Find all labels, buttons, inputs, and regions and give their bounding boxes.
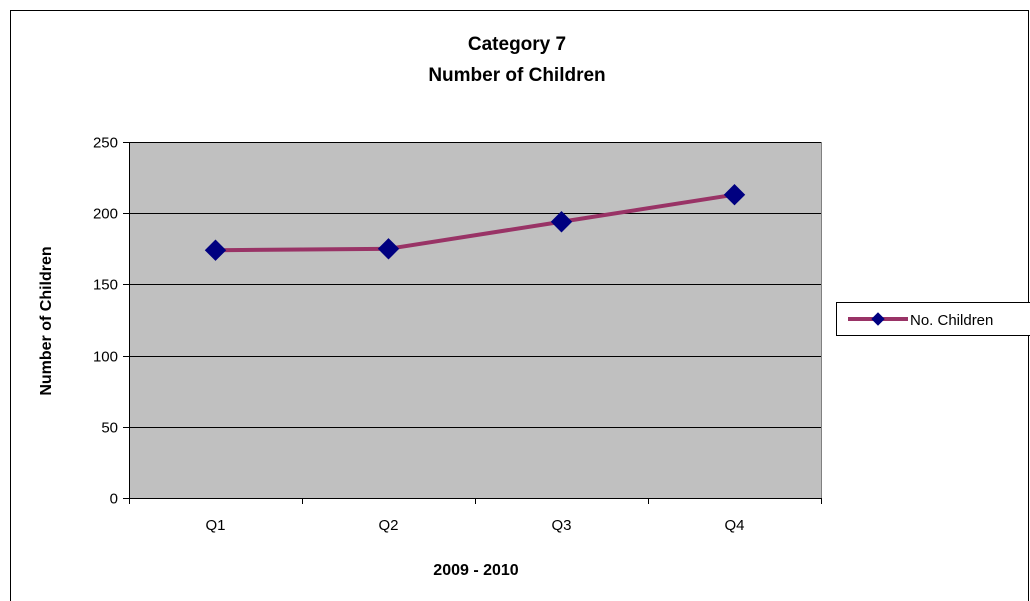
y-tick-label: 100 xyxy=(93,349,118,366)
y-tick-label: 200 xyxy=(93,206,118,223)
x-tick-label-q3: Q3 xyxy=(551,517,571,534)
y-tick-label: 0 xyxy=(110,491,118,508)
legend-marker-sample xyxy=(871,312,885,326)
data-point-q3 xyxy=(550,211,573,233)
data-point-q2 xyxy=(377,238,400,260)
x-tick-label-q2: Q2 xyxy=(378,517,398,534)
data-point-q4 xyxy=(723,183,746,206)
gridlines xyxy=(129,142,821,428)
x-tick-label-q1: Q1 xyxy=(205,517,225,534)
data-point-q1 xyxy=(204,239,227,261)
y-tick-label: 250 xyxy=(93,135,118,152)
x-tick-label-q4: Q4 xyxy=(724,517,744,534)
chart-title-line-2: Number of Children xyxy=(428,65,605,86)
plot-area xyxy=(129,142,822,499)
x-axis-title: 2009 - 2010 xyxy=(433,562,519,579)
y-tick-label: 150 xyxy=(93,277,118,294)
series-no-children xyxy=(204,183,746,261)
chart-title-line-1: Category 7 xyxy=(468,34,566,55)
series-line xyxy=(215,192,735,253)
y-tick-label: 50 xyxy=(101,420,118,437)
legend-label: No. Children xyxy=(910,312,993,329)
x-axis-ticks: Q1 Q2 Q3 Q4 xyxy=(129,498,822,534)
y-axis-ticks: 0 50 100 150 200 250 xyxy=(93,135,129,508)
legend: No. Children xyxy=(836,302,1030,336)
y-axis-title: Number of Children xyxy=(38,246,55,395)
